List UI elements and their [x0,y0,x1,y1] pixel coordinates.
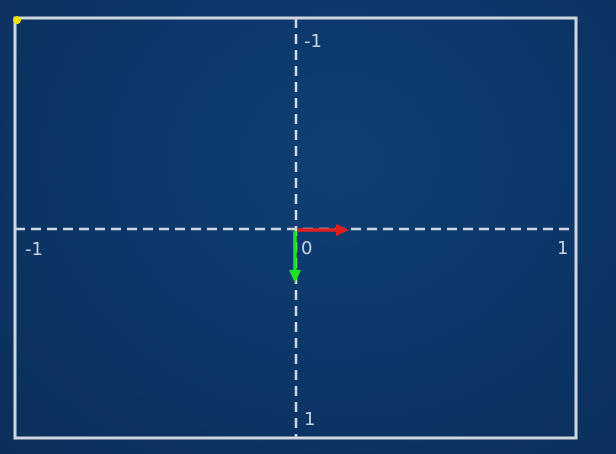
x-basis-arrowhead [336,224,349,236]
label-left: -1 [25,239,43,260]
label-bottom: 1 [304,409,315,430]
corner-marker-dot [13,16,21,24]
label-top: -1 [304,31,322,52]
label-right: 1 [557,238,568,259]
label-origin: 0 [301,238,312,259]
y-basis-arrowhead [289,270,301,283]
